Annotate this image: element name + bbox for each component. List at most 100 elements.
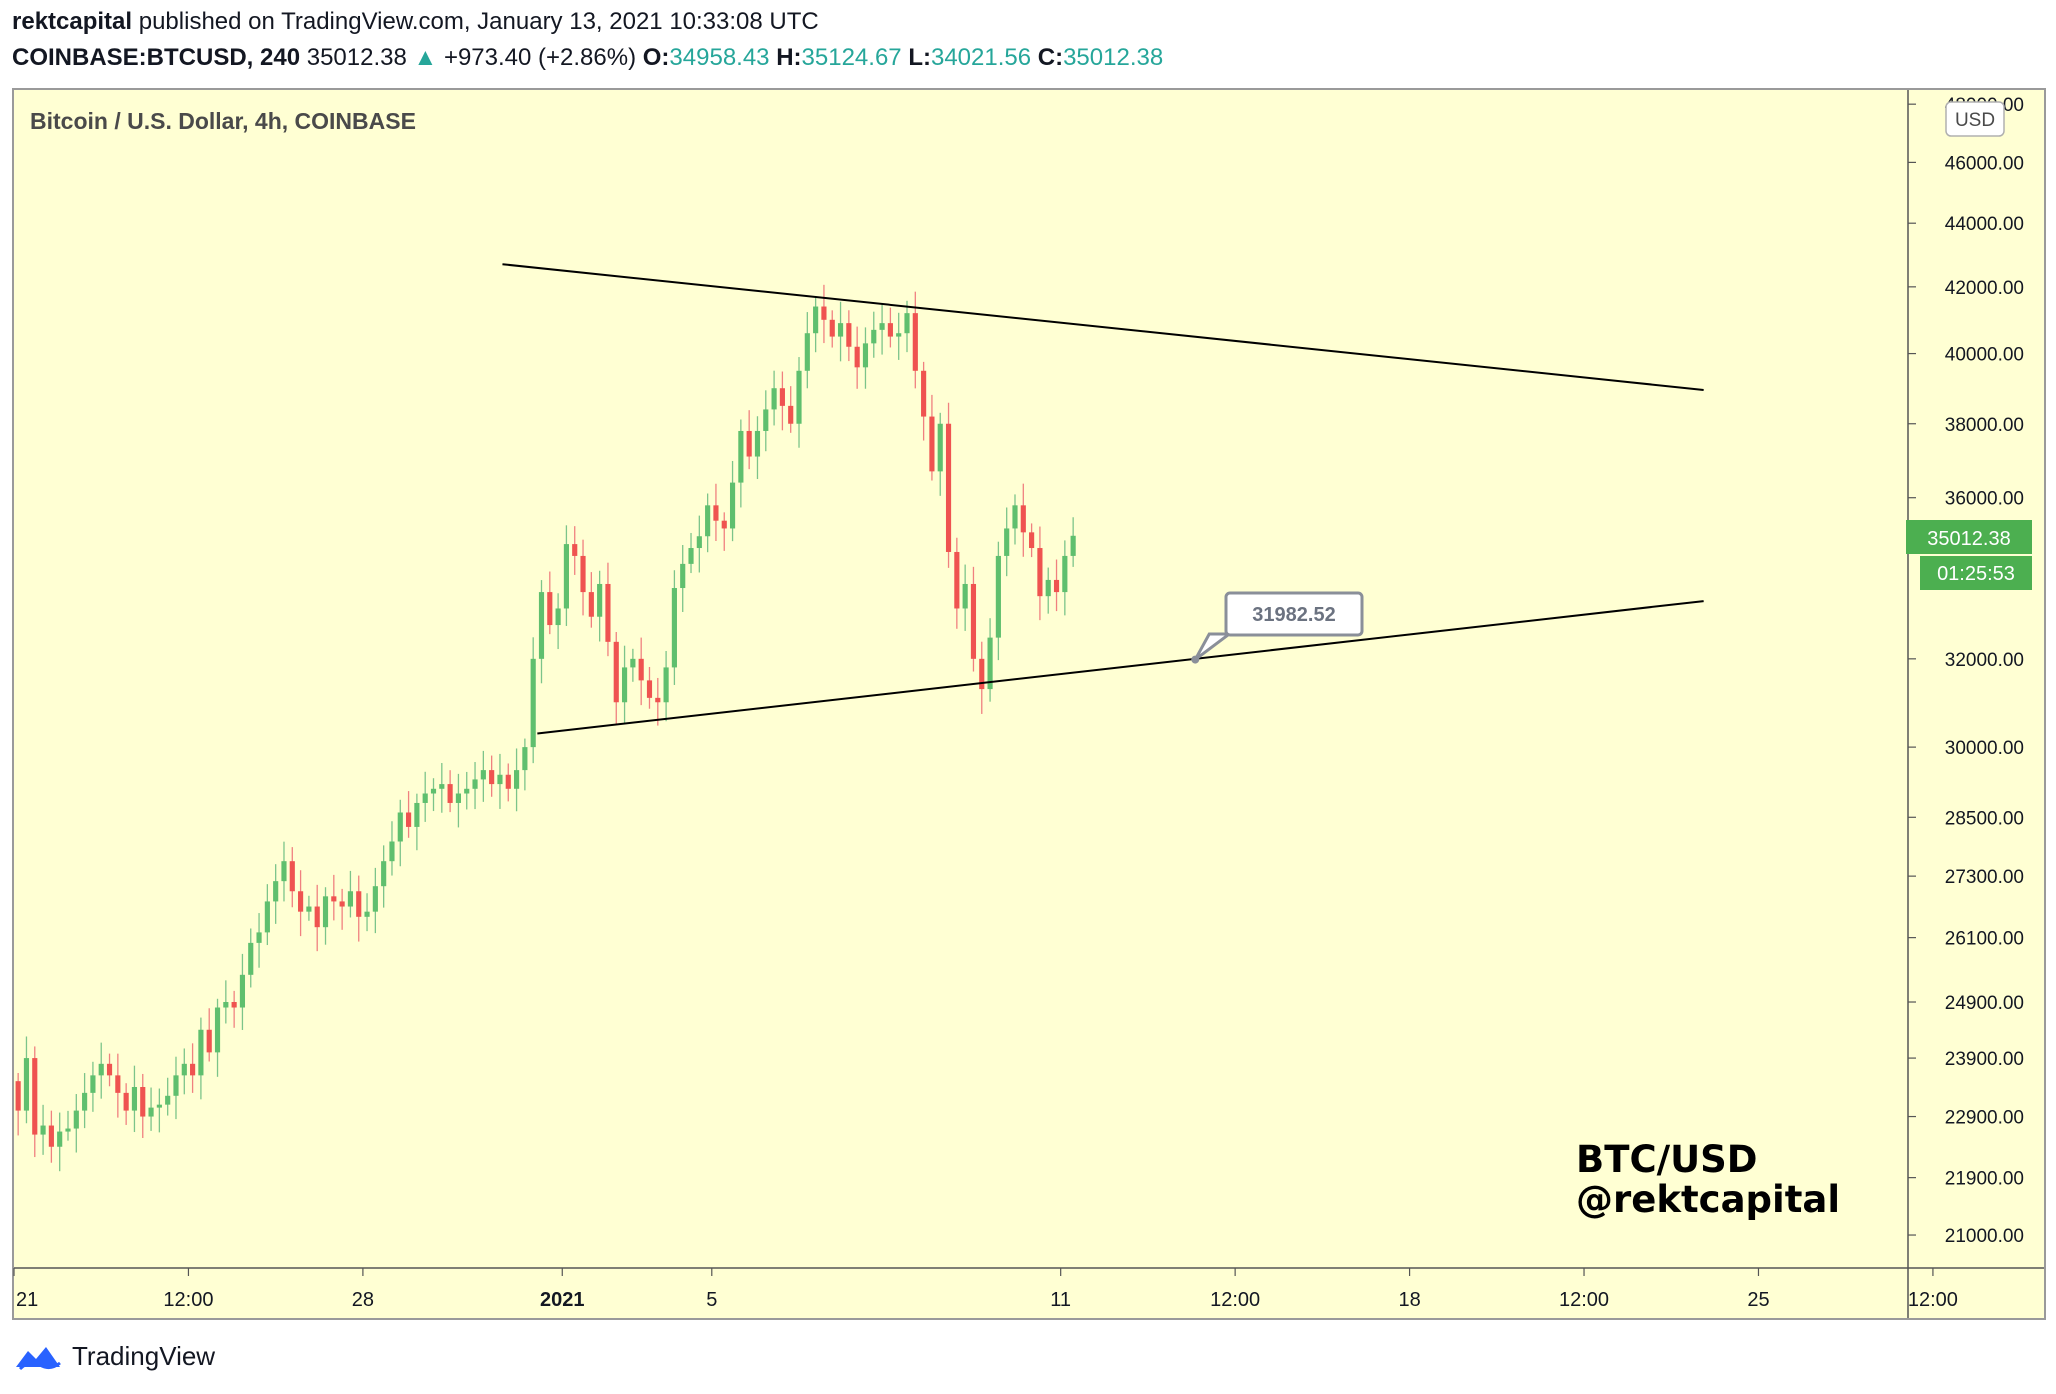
watermark-line2: @rektcapital	[1576, 1178, 1840, 1221]
candle-body	[846, 323, 852, 347]
x-tick-label: 18	[1398, 1289, 1420, 1311]
currency-badge-label: USD	[1955, 110, 1995, 131]
candle	[1037, 526, 1043, 621]
candle-body	[937, 423, 943, 472]
currency-badge[interactable]: USD	[1945, 101, 2005, 137]
candle-body	[954, 551, 960, 609]
candle-body	[887, 323, 893, 337]
candle-body	[289, 861, 295, 892]
candle-body	[131, 1087, 138, 1111]
change-arrow-icon: ▲	[413, 44, 438, 71]
x-tick-label: 2021	[540, 1289, 585, 1311]
candle-body	[48, 1125, 54, 1147]
x-tick-label: 5	[706, 1289, 717, 1311]
candle	[231, 990, 237, 1028]
x-tick-label: 11	[1050, 1289, 1071, 1311]
candle-body	[223, 1002, 229, 1008]
candle	[32, 1046, 38, 1158]
candle-body	[771, 388, 777, 410]
candle	[671, 570, 677, 685]
candle	[464, 771, 470, 810]
candle	[223, 980, 229, 1024]
y-tick-label: 28500.00	[1945, 808, 2024, 829]
candle-body	[796, 370, 802, 424]
publish-text: published on TradingView.com, January 13…	[138, 8, 819, 35]
candle	[190, 1043, 196, 1093]
candle	[48, 1110, 54, 1163]
candle-body	[837, 323, 844, 337]
author-name[interactable]: rektcapital	[12, 8, 133, 35]
candle-body	[638, 658, 644, 681]
candle	[455, 773, 462, 828]
candle-body	[181, 1063, 187, 1076]
candle	[422, 771, 428, 822]
candle	[198, 1017, 204, 1100]
candle-body	[140, 1087, 146, 1117]
candle	[123, 1083, 129, 1125]
candle-body	[896, 333, 902, 337]
candle	[746, 410, 752, 470]
candle	[995, 541, 1001, 661]
y-tick-label: 44000.00	[1945, 214, 2024, 235]
candle	[505, 763, 511, 802]
trendline-lower[interactable]	[537, 600, 1704, 735]
candle-body	[90, 1075, 96, 1093]
candle	[314, 884, 320, 952]
candle	[597, 570, 603, 642]
candle	[829, 310, 835, 348]
candle	[115, 1053, 121, 1118]
candle	[82, 1073, 88, 1129]
candle	[1029, 523, 1035, 558]
y-tick-label: 23900.00	[1945, 1049, 2024, 1070]
y-tick-label: 46000.00	[1945, 153, 2024, 174]
x-tick-label: 12:00	[1559, 1289, 1609, 1311]
y-tick-label: 21000.00	[1945, 1226, 2024, 1247]
candle	[1004, 507, 1010, 577]
candle	[796, 357, 802, 448]
candle-body	[987, 637, 993, 690]
candle-body	[505, 774, 511, 789]
tradingview-footer[interactable]: TradingView	[14, 1336, 215, 1376]
candle	[1012, 494, 1018, 545]
candle-body	[646, 680, 653, 698]
price-callout-label: 31982.52	[1252, 604, 1335, 626]
candle	[729, 460, 736, 542]
candle	[256, 913, 262, 968]
last-price-tag-label: 35012.38	[1927, 528, 2010, 550]
candle-body	[671, 588, 677, 668]
candle	[472, 762, 478, 810]
candle-body	[198, 1029, 204, 1076]
price-change: +973.40 (+2.86%)	[443, 44, 637, 71]
candle	[339, 888, 345, 930]
candle-body	[148, 1107, 154, 1117]
candle-body	[73, 1110, 79, 1129]
candle-body	[754, 430, 761, 457]
candle-body	[588, 592, 594, 617]
candle-body	[1053, 579, 1060, 593]
candle-body	[23, 1058, 30, 1111]
candle-body	[929, 416, 935, 472]
candle-body	[455, 793, 462, 803]
candle	[987, 618, 993, 702]
candle	[206, 1008, 212, 1062]
trendline-upper[interactable]	[502, 263, 1704, 391]
candle-body	[621, 667, 628, 703]
tradingview-brand: TradingView	[72, 1340, 216, 1371]
candle-body	[530, 658, 536, 748]
candle-body	[945, 423, 952, 552]
candle	[763, 390, 769, 452]
candle-body	[605, 583, 611, 642]
candle-body	[912, 313, 918, 371]
candle-body	[970, 583, 977, 659]
y-tick-label: 38000.00	[1945, 415, 2024, 436]
candle	[688, 532, 694, 574]
candle	[713, 483, 719, 542]
candle-body	[563, 544, 569, 609]
price-callout[interactable]: 31982.52	[1191, 591, 1364, 664]
candle-body	[921, 370, 927, 417]
candle	[887, 307, 893, 348]
candle	[364, 893, 370, 932]
x-tick-label: 21	[16, 1289, 38, 1311]
candle-body	[1012, 505, 1018, 529]
